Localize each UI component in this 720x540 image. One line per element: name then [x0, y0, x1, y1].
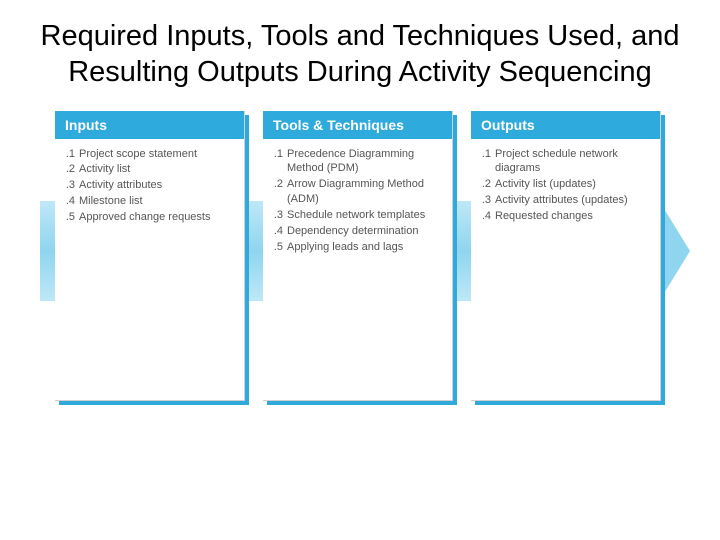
panel-header: Inputs [55, 111, 244, 139]
item-text: Approved change requests [79, 210, 238, 225]
item-num: .1 [477, 147, 495, 177]
panel-card: Outputs .1Project schedule network diagr… [471, 111, 661, 401]
item-text: Applying leads and lags [287, 240, 446, 255]
item-num: .5 [269, 240, 287, 255]
panel-card: Tools & Techniques .1Precedence Diagramm… [263, 111, 453, 401]
item-num: .4 [477, 209, 495, 224]
item-text: Precedence Diagramming Method (PDM) [287, 147, 446, 177]
panel-outputs: Outputs .1Project schedule network diagr… [471, 111, 661, 401]
item-text: Milestone list [79, 194, 238, 209]
list-item: .4Dependency determination [269, 224, 446, 239]
item-num: .3 [269, 208, 287, 223]
list-item: .4Requested changes [477, 209, 654, 224]
item-text: Activity list (updates) [495, 177, 654, 192]
item-text: Requested changes [495, 209, 654, 224]
list-item: .1Project scope statement [61, 147, 238, 162]
item-num: .3 [61, 178, 79, 193]
item-num: .2 [477, 177, 495, 192]
item-num: .3 [477, 193, 495, 208]
item-num: .1 [269, 147, 287, 177]
list-item: .4Milestone list [61, 194, 238, 209]
list-item: .2Activity list [61, 162, 238, 177]
item-num: .1 [61, 147, 79, 162]
item-num: .5 [61, 210, 79, 225]
panel-body: .1Project scope statement .2Activity lis… [55, 139, 244, 234]
item-text: Activity attributes (updates) [495, 193, 654, 208]
item-text: Project scope statement [79, 147, 238, 162]
item-text: Activity attributes [79, 178, 238, 193]
diagram-area: Inputs .1Project scope statement .2Activ… [0, 111, 720, 471]
panel-header: Tools & Techniques [263, 111, 452, 139]
item-text: Dependency determination [287, 224, 446, 239]
panel-row: Inputs .1Project scope statement .2Activ… [55, 111, 661, 401]
item-num: .2 [61, 162, 79, 177]
item-num: .4 [269, 224, 287, 239]
item-text: Arrow Diagramming Method (ADM) [287, 177, 446, 207]
panel-body: .1Precedence Diagramming Method (PDM) .2… [263, 139, 452, 264]
list-item: .3Activity attributes (updates) [477, 193, 654, 208]
panel-body: .1Project schedule network diagrams .2Ac… [471, 139, 660, 233]
list-item: .3Schedule network templates [269, 208, 446, 223]
list-item: .1Project schedule network diagrams [477, 147, 654, 177]
item-text: Activity list [79, 162, 238, 177]
item-text: Schedule network templates [287, 208, 446, 223]
panel-card: Inputs .1Project scope statement .2Activ… [55, 111, 245, 401]
list-item: .3Activity attributes [61, 178, 238, 193]
panel-header: Outputs [471, 111, 660, 139]
panel-tools-techniques: Tools & Techniques .1Precedence Diagramm… [263, 111, 453, 401]
page-title: Required Inputs, Tools and Techniques Us… [0, 0, 720, 101]
list-item: .1Precedence Diagramming Method (PDM) [269, 147, 446, 177]
list-item: .5Approved change requests [61, 210, 238, 225]
item-num: .2 [269, 177, 287, 207]
panel-inputs: Inputs .1Project scope statement .2Activ… [55, 111, 245, 401]
item-text: Project schedule network diagrams [495, 147, 654, 177]
list-item: .5Applying leads and lags [269, 240, 446, 255]
item-num: .4 [61, 194, 79, 209]
list-item: .2Arrow Diagramming Method (ADM) [269, 177, 446, 207]
list-item: .2Activity list (updates) [477, 177, 654, 192]
